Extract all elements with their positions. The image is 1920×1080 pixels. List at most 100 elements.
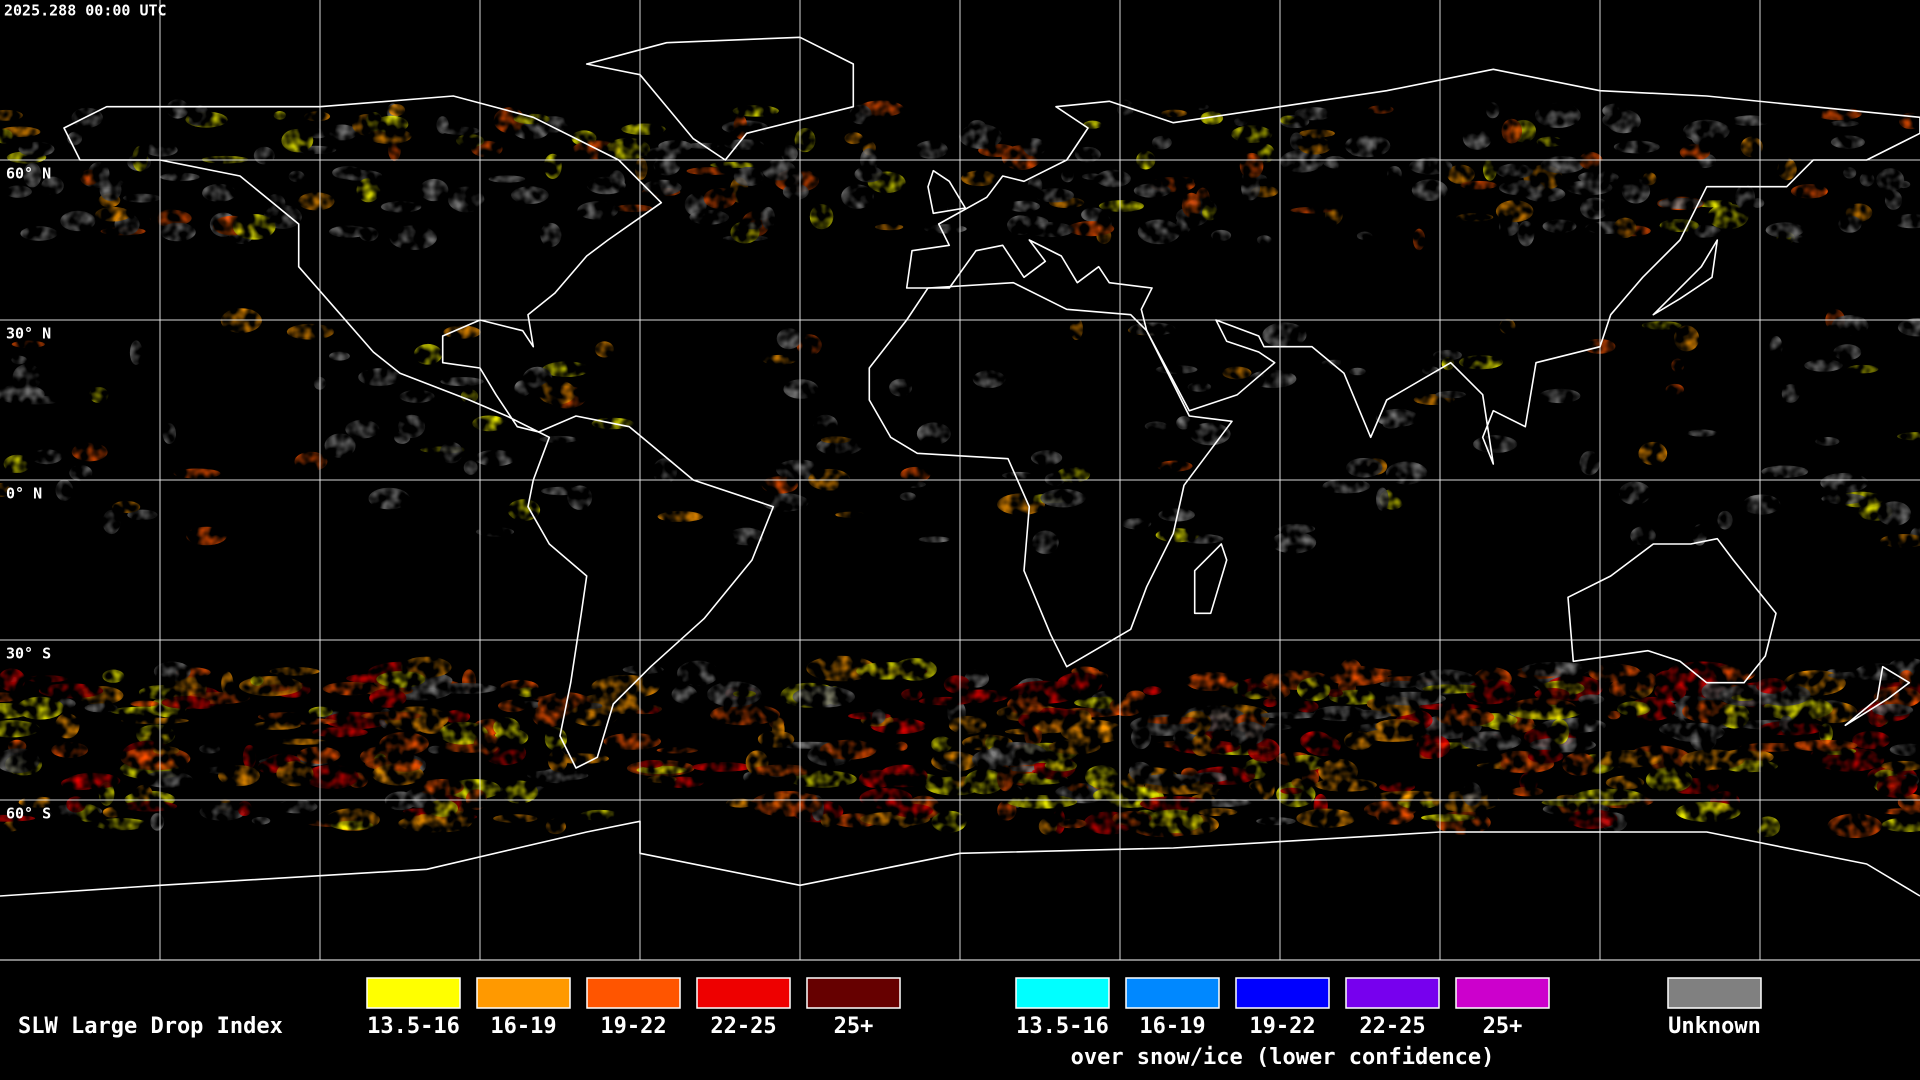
cloud-patch [1030,450,1063,466]
cloud-patch [150,813,165,831]
timestamp: 2025.288 00:00 UTC [4,2,167,20]
cloud-patch [964,769,1005,795]
cloud-patch [472,415,507,432]
cloud-patch [1202,204,1218,221]
legend-label: 13.5-16 [1016,1014,1109,1039]
cloud-patch [671,685,698,704]
cloud-patch [724,139,764,150]
cloud-patch [121,717,189,724]
cloud-patch [1781,384,1800,403]
cloud-patch [1363,728,1424,742]
cloud-patch [689,209,730,225]
cloud-patch [356,178,381,203]
cloud-patch [199,802,246,821]
cloud-patch [955,689,1009,703]
cloud-patch [1593,749,1663,768]
cloud-patch [427,799,459,817]
cloud-patch [743,222,763,230]
cloud-patch [1112,811,1152,826]
cloud-patch [972,370,1006,389]
cloud-patch [806,655,876,682]
coastline [527,415,775,769]
cloud-patch [1880,534,1920,548]
cloud-patch [1742,494,1781,515]
cloud-patch [1280,115,1296,125]
cloud-patch [242,744,257,770]
cloud-patch [527,769,589,781]
cloud-patch [1613,140,1660,154]
cloud-patch [733,114,748,140]
cloud-patch [0,668,26,692]
cloud-patch [1456,213,1494,222]
cloud-patch [1496,163,1534,179]
cloud-patch [312,727,368,738]
cloud-patch [220,308,262,333]
cloud-patch [1501,118,1523,144]
cloud-patch [142,771,193,788]
cloud-patch [1446,164,1475,185]
cloud-patch [440,377,484,387]
legend-label: 16-19 [1139,1014,1205,1039]
cloud-patch [1374,790,1447,802]
cloud-patch [1605,775,1645,790]
coastline [1844,665,1911,727]
cloud-patch [1498,217,1519,237]
coastline [868,281,1233,668]
cloud-patch [762,354,797,365]
cloud-patch [418,779,464,796]
cloud-patch [931,810,967,833]
cloud-patch [1258,711,1323,719]
cloud-patch [1034,716,1073,734]
cloud-patch [1540,156,1585,174]
cloud-patch [160,222,196,242]
cloud-patch [298,192,335,211]
cloud-patch [1387,166,1402,182]
cloud-patch [1830,135,1865,149]
cloud-patch [474,449,516,467]
cloud-patch [1189,422,1231,446]
cloud-patch [1527,749,1564,764]
cloud-patch [1416,734,1451,759]
cloud-patch [1234,117,1248,127]
cloud-patch [854,166,884,183]
cloud-patch [1056,466,1091,483]
cloud-patch [796,334,822,356]
cloud-patch [732,690,757,698]
cloud-patch [1876,775,1918,798]
cloud-patch [369,688,407,708]
cloud-patch [1058,818,1087,829]
cloud-patch [1191,733,1214,757]
cloud-patch [1081,173,1102,180]
cloud-patch [1877,501,1912,526]
cloud-patch [786,170,803,184]
cloud-patch [436,116,449,134]
cloud-patch [443,709,471,724]
cloud-patch [1349,367,1366,376]
cloud-patch [875,223,904,231]
cloud-patch [794,127,816,153]
cloud-patch [1827,813,1882,839]
cloud-patch [1435,390,1467,399]
cloud-patch [782,183,809,200]
cloud-patch [788,770,857,788]
cloud-patch [1015,159,1030,169]
cloud-patch [1881,760,1920,771]
legend-swatch [1345,977,1440,1009]
cloud-patch [367,128,412,145]
cloud-patch [0,129,13,144]
cloud-patch [276,761,314,787]
cloud-patch [161,695,211,709]
cloud-patch [69,464,93,481]
cloud-patch [507,499,541,521]
cloud-patch [1790,184,1828,199]
cloud-patch [895,741,908,751]
cloud-patch [1321,359,1348,367]
cloud-patch [918,536,951,543]
cloud-patch [1044,759,1078,772]
cloud-patch [1602,103,1628,118]
cloud-patch [273,111,286,120]
cloud-patch [1121,518,1152,530]
cloud-patch [388,104,406,116]
legend: SLW Large Drop Index 13.5-16 16-19 19-22 22-… [18,977,1762,1070]
cloud-patch [924,224,967,234]
